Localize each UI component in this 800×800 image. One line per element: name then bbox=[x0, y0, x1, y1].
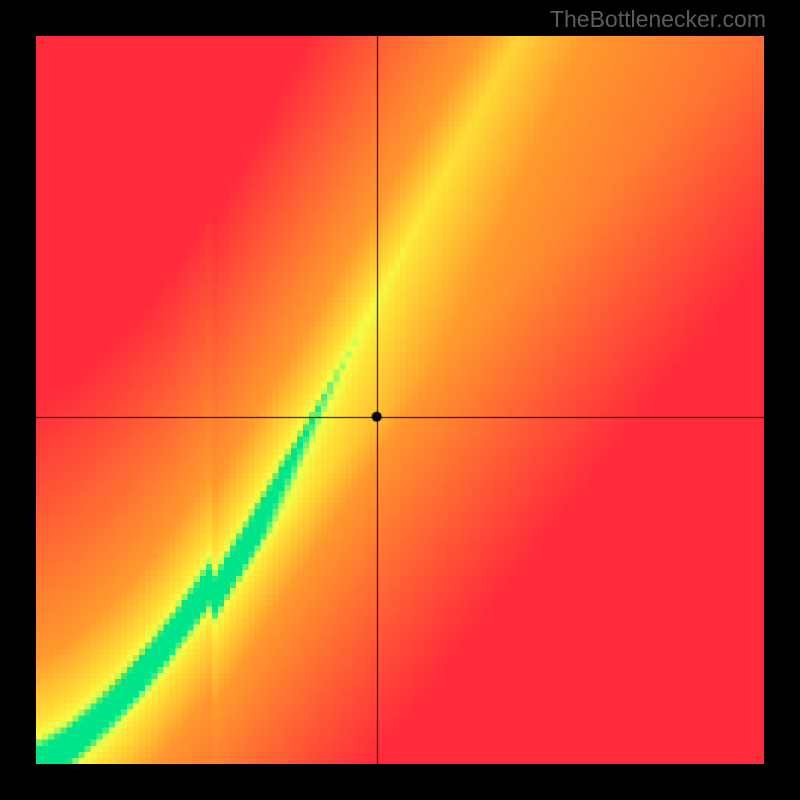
watermark-text: TheBottlenecker.com bbox=[550, 6, 766, 33]
crosshair-overlay bbox=[36, 36, 764, 764]
chart-container: TheBottlenecker.com bbox=[0, 0, 800, 800]
